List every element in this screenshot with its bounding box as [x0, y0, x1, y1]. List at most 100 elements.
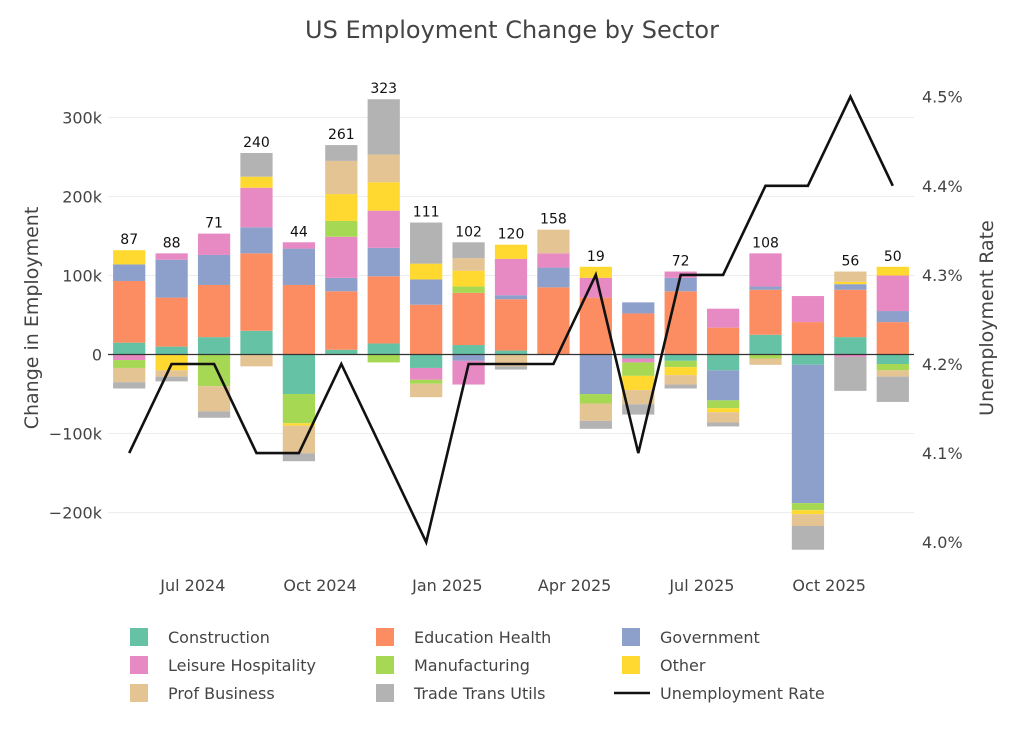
bar-segment — [706, 370, 740, 401]
bar-segment — [410, 367, 443, 380]
bar-segment — [579, 354, 612, 395]
x-tick-label: Oct 2024 — [283, 576, 356, 595]
bar-segment — [537, 267, 570, 288]
bar-segment — [240, 176, 273, 188]
bar-segment — [876, 376, 909, 402]
bar-segment — [876, 311, 909, 323]
y2-tick-label: 4.5% — [922, 88, 963, 107]
bar-segment — [197, 411, 231, 418]
legend-label: Unemployment Rate — [660, 684, 825, 703]
bar-segment — [325, 277, 358, 292]
bar-totals: 87 88 71 240 44 261 323 111 102 120 158 19 72 108 56 50 — [120, 81, 901, 269]
bar-segment — [410, 379, 443, 384]
bar-segment — [622, 313, 655, 355]
bar-segment — [452, 354, 485, 361]
bar-segment — [622, 362, 655, 376]
legend-item: Unemployment Rate — [614, 684, 825, 703]
bar-segment — [155, 259, 188, 298]
legend-swatch — [130, 628, 148, 646]
x-tick-label: Jan 2025 — [411, 576, 482, 595]
bar-segment — [579, 297, 612, 355]
bar-segment — [282, 248, 316, 285]
bar-segment — [494, 354, 528, 367]
bar-segment — [410, 279, 443, 305]
bar-segment — [579, 403, 612, 421]
bar-segment — [834, 289, 867, 338]
bar-segment — [622, 404, 655, 415]
bar-segment — [155, 253, 188, 260]
bar-segment — [706, 412, 740, 423]
y-tick-label: 300k — [62, 108, 103, 127]
bar-segment — [537, 229, 570, 254]
bar-segment — [197, 337, 231, 355]
bar-segment — [367, 354, 400, 363]
bar-segment — [155, 376, 188, 382]
bar-segment — [367, 247, 400, 277]
bar-segment — [410, 383, 443, 398]
bar-segment — [240, 187, 273, 228]
bar-segment — [494, 244, 528, 259]
bar-segment — [579, 277, 612, 298]
bar-total-label: 72 — [672, 254, 690, 270]
bar-segment — [240, 253, 273, 331]
bar-segment — [622, 302, 655, 314]
bar-segment — [537, 287, 570, 355]
bar-segment — [876, 364, 909, 371]
bar-segment — [325, 194, 358, 221]
legend-label: Construction — [168, 628, 270, 647]
bar-segment — [494, 258, 528, 296]
bar-segment — [240, 354, 273, 367]
bar-segment — [410, 263, 443, 280]
bar-segment — [113, 281, 146, 343]
bar-segment — [664, 360, 697, 368]
bar-segment — [452, 258, 485, 271]
bar-segment — [197, 254, 231, 285]
bar-segment — [113, 382, 146, 389]
bar-segment — [197, 233, 231, 255]
bar-segment — [325, 145, 358, 161]
bar-segment — [622, 390, 655, 405]
bar-total-label: 88 — [163, 235, 181, 251]
legend-item: Education Health — [376, 628, 551, 647]
bar-segment — [706, 308, 740, 328]
bar-segment — [197, 354, 231, 387]
bar-segment — [410, 354, 443, 368]
legend-swatch — [376, 656, 394, 674]
bar-segment — [664, 354, 697, 361]
bar-segment — [706, 408, 740, 413]
y-tick-label: 0 — [92, 346, 102, 365]
y-tick-label: 100k — [62, 266, 103, 285]
bar-segment — [367, 210, 400, 248]
bar-segment — [325, 160, 358, 195]
bar-segment — [240, 330, 273, 355]
legend-swatch — [130, 684, 148, 702]
bar-total-label: 261 — [328, 127, 355, 143]
bar-total-label: 71 — [205, 216, 223, 232]
bar-segment — [325, 349, 358, 355]
bar-segment — [834, 281, 867, 285]
bar-segment — [197, 386, 231, 412]
bar-segment — [749, 286, 782, 290]
bar-segment — [282, 284, 316, 355]
bar-segment — [664, 384, 697, 389]
legend-swatch — [376, 684, 394, 702]
bar-segment — [791, 296, 825, 323]
x-tick-label: Jul 2024 — [159, 576, 225, 595]
bar-segment — [876, 370, 909, 377]
bar-segment — [494, 299, 528, 351]
bar-segment — [282, 423, 316, 426]
bar-segment — [876, 354, 909, 364]
bar-segment — [834, 337, 867, 355]
y-tick-label: −100k — [49, 425, 103, 444]
bar-total-label: 158 — [540, 212, 567, 228]
legend-item: Government — [622, 628, 760, 647]
bar-segment — [113, 367, 146, 383]
bar-segment — [494, 350, 528, 355]
bar-segment — [749, 253, 782, 287]
bar-segment — [367, 99, 400, 155]
bar-segment — [113, 250, 146, 265]
bar-segment — [706, 400, 740, 409]
legend-swatch — [376, 628, 394, 646]
x-axis: Jul 2024 Oct 2024 Jan 2025 Apr 2025 Jul 2025… — [159, 576, 866, 595]
y-axis-right: 4.0% 4.1% 4.2% 4.3% 4.4% 4.5% — [922, 88, 963, 552]
